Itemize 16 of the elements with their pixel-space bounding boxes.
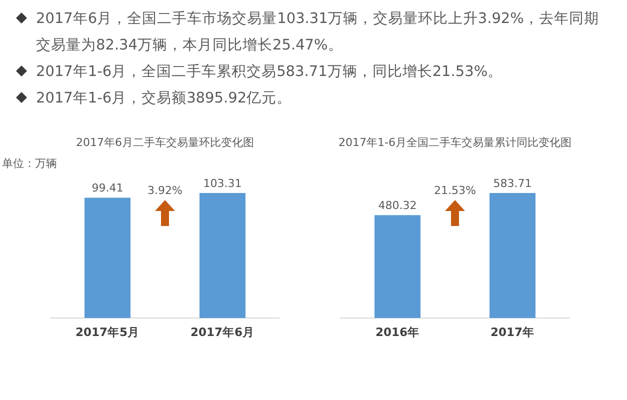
chart-title: 2017年6月二手车交易量环比变化图	[76, 136, 254, 149]
x-tick-label: 2017年	[490, 325, 535, 339]
x-tick-label: 2017年6月	[190, 325, 255, 339]
text: 2017年1-6月，全国二手车累积交易583.71万辆，同比增长21.53%。	[36, 63, 503, 80]
x-tick-label: 2016年	[375, 325, 420, 339]
annotation: 21.53%	[434, 184, 476, 197]
text: 2017年6月，全国二手车市场交易量103.31万辆，交易量环比上升3.92%，去年同期交易量为82.34万辆，本月同比增长25.47%。	[36, 10, 599, 54]
y-axis-title: 单位：万辆	[2, 157, 57, 170]
data-label: 583.71	[493, 177, 532, 190]
text: 2017年1-6月，交易额3895.92亿元。	[36, 90, 292, 106]
data-label: 103.31	[203, 177, 242, 190]
annotation: 3.92%	[148, 184, 182, 197]
x-tick-label: 2017年5月	[75, 325, 140, 339]
data-label: 480.32	[378, 199, 417, 212]
chart-title: 2017年1-6月全国二手车交易量累计同比变化图	[338, 136, 572, 149]
data-label: 99.41	[92, 182, 124, 195]
